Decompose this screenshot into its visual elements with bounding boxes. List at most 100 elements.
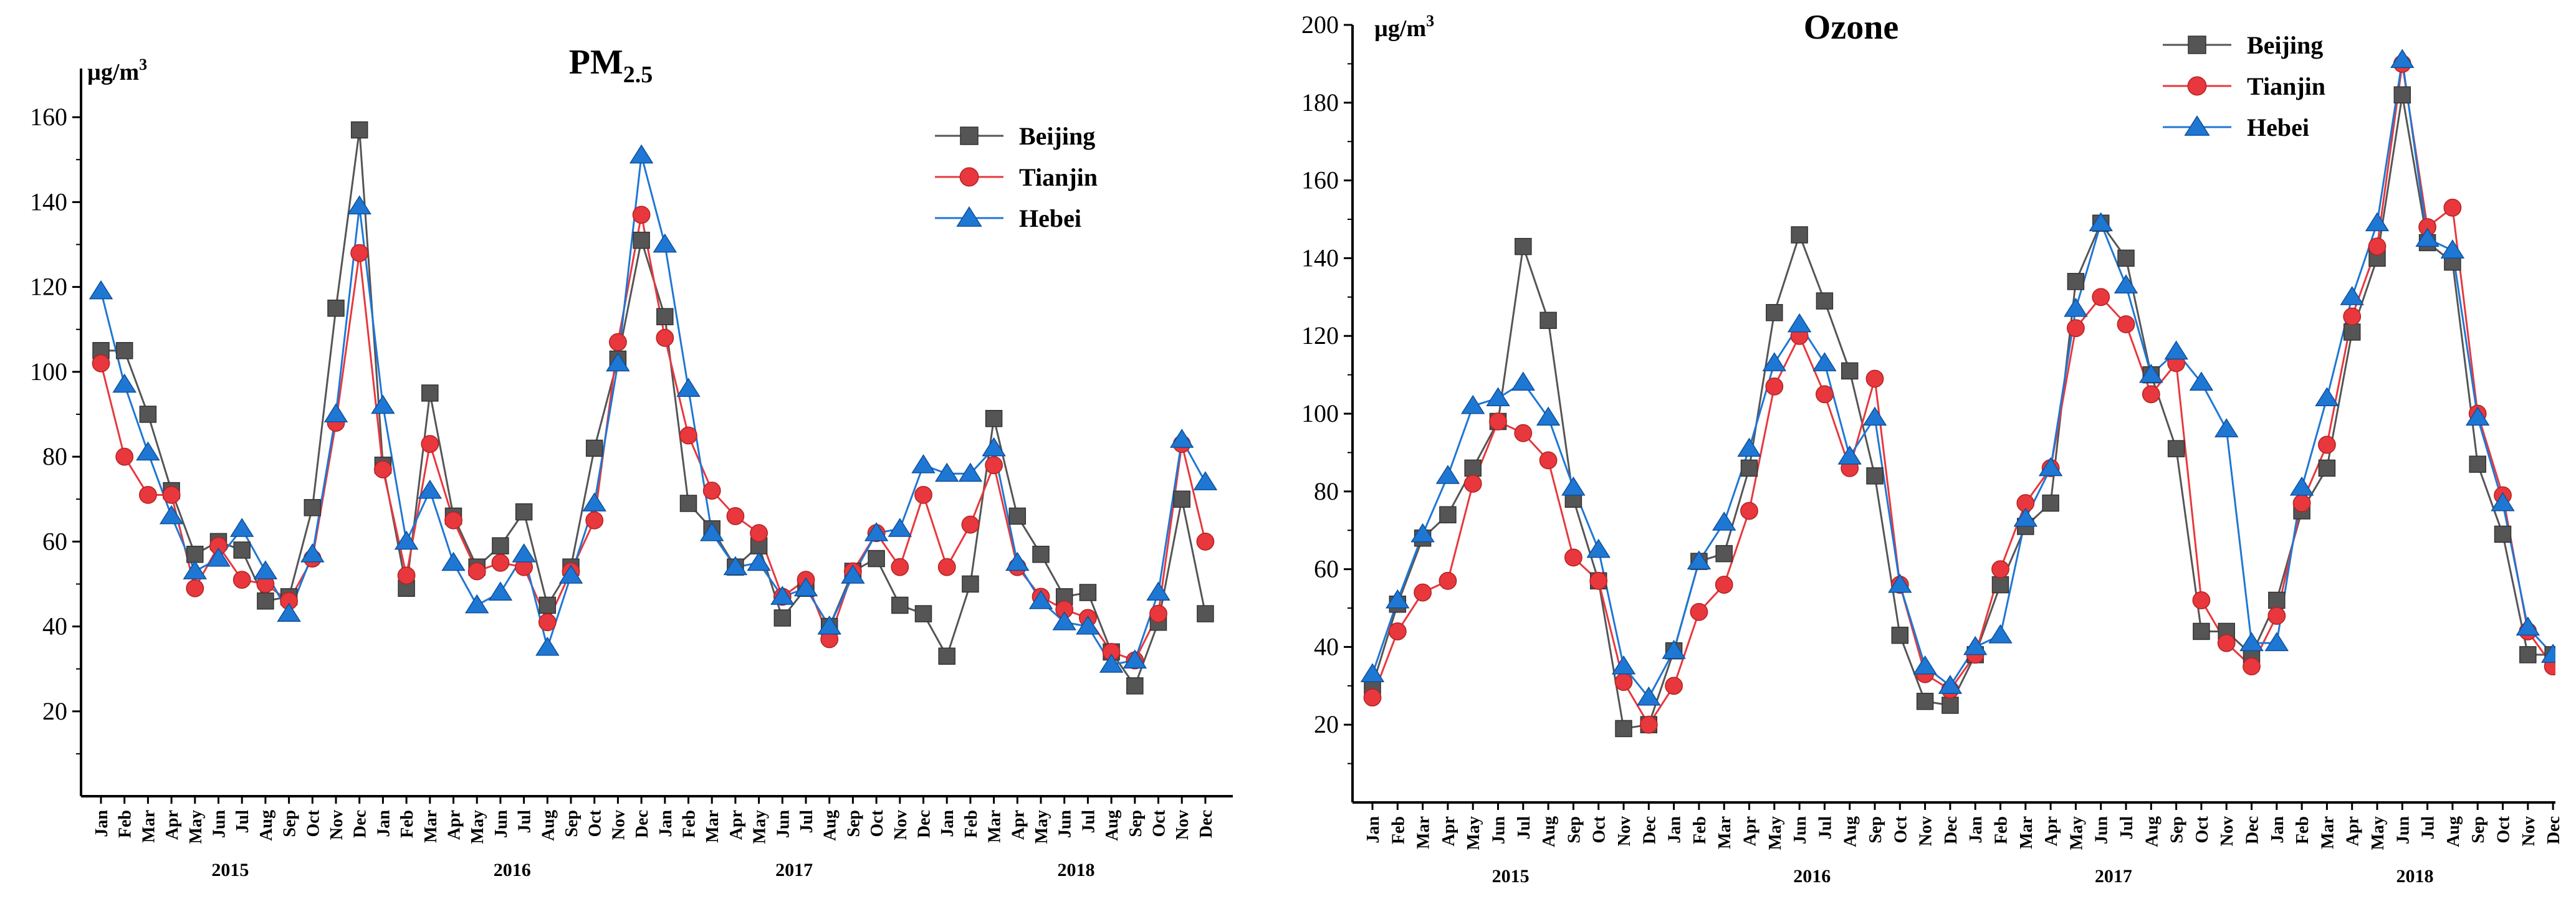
- x-tick-label: Aug: [2444, 816, 2463, 847]
- data-point: [2114, 274, 2138, 294]
- data-point: [1514, 424, 1533, 442]
- data-point: [139, 485, 157, 504]
- x-tick-label: Jan: [938, 810, 957, 837]
- data-point: [679, 495, 697, 512]
- data-point: [1169, 429, 1194, 448]
- x-tick-label: Oct: [868, 809, 887, 837]
- x-tick-label: Dec: [2243, 816, 2262, 844]
- data-point: [961, 515, 980, 534]
- series-markers-hebei: [1360, 49, 2555, 706]
- data-point: [1812, 352, 1837, 371]
- data-point: [323, 403, 348, 422]
- data-point: [1173, 490, 1190, 508]
- data-point: [2189, 371, 2214, 391]
- data-point: [2289, 476, 2314, 496]
- data-point: [115, 447, 134, 466]
- x-tick-label: Oct: [2193, 816, 2212, 843]
- x-tick-label: Jul: [1079, 810, 1098, 834]
- legend-marker: [2188, 36, 2206, 54]
- data-point: [300, 543, 325, 563]
- data-point: [136, 441, 160, 461]
- data-point: [2365, 212, 2390, 232]
- data-point: [1988, 624, 2013, 644]
- data-point: [538, 613, 557, 632]
- data-point: [92, 354, 110, 373]
- data-point: [1564, 548, 1582, 567]
- x-tick-label: Jun: [1791, 816, 1810, 845]
- x-tick-label: Feb: [962, 810, 981, 838]
- x-tick-label: Oct: [2494, 816, 2514, 843]
- data-point: [89, 280, 113, 300]
- data-point: [1888, 573, 1912, 593]
- x-tick-label: Aug: [1539, 816, 1559, 847]
- data-point: [699, 522, 724, 541]
- y-tick-label: 200: [1301, 11, 1339, 39]
- y-unit-label: µg/m3: [1374, 12, 1434, 42]
- data-point: [656, 328, 674, 347]
- data-point: [962, 575, 979, 593]
- x-tick-label: Jan: [2268, 816, 2287, 844]
- x-tick-label: May: [468, 810, 487, 844]
- data-point: [2393, 86, 2411, 104]
- data-point: [653, 233, 678, 253]
- x-tick-label: Dec: [915, 810, 934, 838]
- data-point: [2038, 457, 2063, 477]
- data-point: [1762, 352, 1787, 371]
- data-point: [2465, 406, 2490, 426]
- data-point: [1126, 677, 1144, 695]
- y-tick-label: 40: [42, 612, 67, 640]
- data-point: [1008, 507, 1027, 525]
- year-label: 2018: [1058, 860, 1095, 880]
- x-tick-label: Apr: [1439, 816, 1458, 846]
- data-point: [1690, 602, 1708, 621]
- data-point: [864, 522, 889, 541]
- year-label: 2017: [775, 860, 813, 880]
- x-tick-label: Jan: [1966, 816, 1986, 844]
- x-tick-label: Apr: [2344, 816, 2363, 846]
- data-point: [2268, 591, 2286, 609]
- y-tick-label: 160: [1301, 166, 1339, 194]
- x-tick-label: Mar: [1414, 816, 1434, 849]
- legend: Beijing Tianjin Hebei: [2163, 31, 2325, 141]
- x-tick-label: Nov: [1173, 810, 1192, 840]
- data-point: [1123, 649, 1147, 668]
- y-tick-label: 120: [1301, 321, 1339, 350]
- year-label: 2015: [211, 860, 249, 880]
- x-tick-label: Oct: [586, 809, 605, 837]
- data-point: [444, 511, 462, 530]
- x-tick-label: Jul: [2419, 816, 2438, 840]
- data-point: [1637, 686, 1661, 706]
- data-point: [629, 144, 654, 164]
- x-tick-label: Feb: [1389, 816, 1408, 844]
- data-point: [938, 647, 955, 665]
- data-point: [1146, 581, 1171, 601]
- series-markers-hebei: [89, 144, 1218, 673]
- data-point: [868, 550, 885, 568]
- y-tick-label: 100: [1301, 399, 1339, 427]
- data-point: [232, 571, 251, 589]
- data-point: [817, 615, 841, 635]
- data-point: [371, 394, 395, 414]
- x-tick-label: Jun: [1056, 810, 1075, 839]
- data-point: [1913, 655, 1937, 675]
- data-point: [394, 530, 419, 550]
- x-tick-label: Sep: [562, 810, 582, 837]
- data-point: [1076, 615, 1100, 635]
- data-point: [656, 308, 674, 326]
- data-point: [1765, 377, 1784, 396]
- data-point: [2343, 323, 2361, 341]
- data-point: [441, 551, 466, 571]
- x-tick-label: Jan: [374, 810, 393, 837]
- data-point: [1079, 584, 1097, 601]
- data-point: [162, 485, 181, 504]
- x-tick-label: Sep: [1126, 810, 1146, 837]
- x-tick-label: Jul: [233, 810, 252, 834]
- data-point: [2318, 459, 2336, 477]
- data-point: [2440, 239, 2465, 259]
- data-point: [1410, 523, 1435, 543]
- data-point: [1766, 304, 1783, 321]
- data-point: [985, 410, 1003, 427]
- data-point: [632, 206, 651, 224]
- x-tick-label: Feb: [116, 810, 135, 838]
- data-point: [1862, 406, 1887, 426]
